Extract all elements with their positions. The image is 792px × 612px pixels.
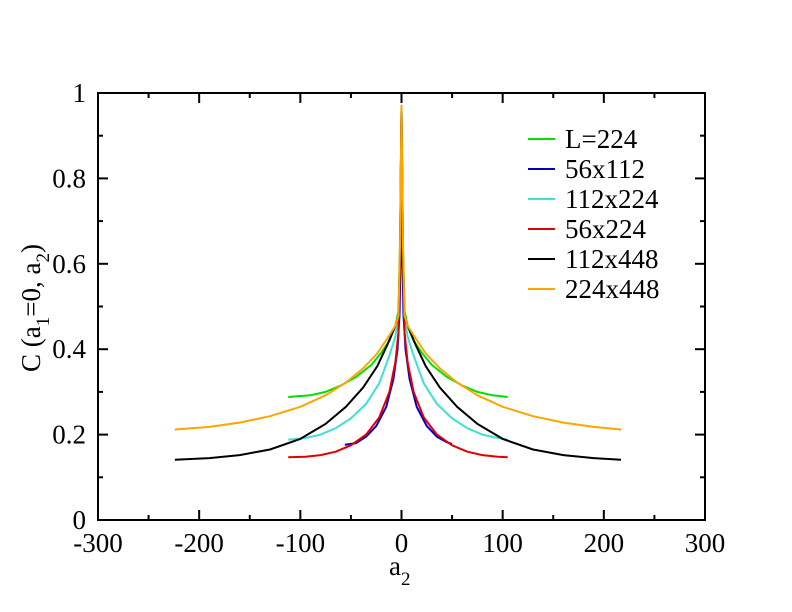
y-axis-label: C (a1=0, a2): [16, 244, 54, 372]
y-tick-label: 0.6: [52, 249, 86, 279]
legend-label: 112x224: [565, 184, 659, 214]
x-axis-label-main: a: [389, 551, 401, 581]
y-axis-label-suffix: ): [16, 244, 46, 253]
series-line-112x448: [174, 109, 622, 461]
x-tick-label: 100: [482, 528, 523, 558]
x-tick-label: -200: [174, 528, 224, 558]
series-line-l-224: [288, 104, 508, 398]
legend-label: L=224: [565, 124, 638, 154]
y-axis-label-sub1: 1: [33, 317, 54, 327]
legend-label: 56x224: [565, 214, 647, 244]
x-axis-label: a2: [389, 551, 410, 590]
series-line-224x448: [174, 104, 622, 431]
y-tick-label: 0.2: [52, 420, 86, 450]
plot-frame: [97, 92, 706, 521]
tick-labels: -300 -200 -100 0 100 200 300 0 0.2 0.4 0.6 0.8 1: [52, 78, 725, 558]
series-line-112x224: [288, 104, 508, 441]
x-tick-label: 0: [395, 528, 409, 558]
y-tick-label: 0.4: [52, 334, 86, 364]
y-tick-label: 1: [73, 78, 87, 108]
series-line-56x224: [288, 109, 508, 459]
x-tick-label: 200: [584, 528, 625, 558]
x-axis-label-sub: 2: [401, 569, 411, 590]
y-axis-label-mid: =0, a: [16, 263, 46, 317]
y-tick-label: 0: [73, 505, 87, 535]
x-tick-label: 300: [685, 528, 726, 558]
legend-label: 56x112: [565, 154, 645, 184]
y-axis-label-prefix: C (a: [16, 326, 46, 372]
legend-label: 224x448: [565, 274, 660, 304]
legend-label: 112x448: [565, 244, 659, 274]
series-lines: [174, 104, 622, 461]
x-tick-label: -100: [276, 528, 326, 558]
y-axis-label-sub2: 2: [33, 253, 54, 263]
x-tick-label: -300: [73, 528, 123, 558]
y-tick-label: 0.8: [52, 163, 86, 193]
